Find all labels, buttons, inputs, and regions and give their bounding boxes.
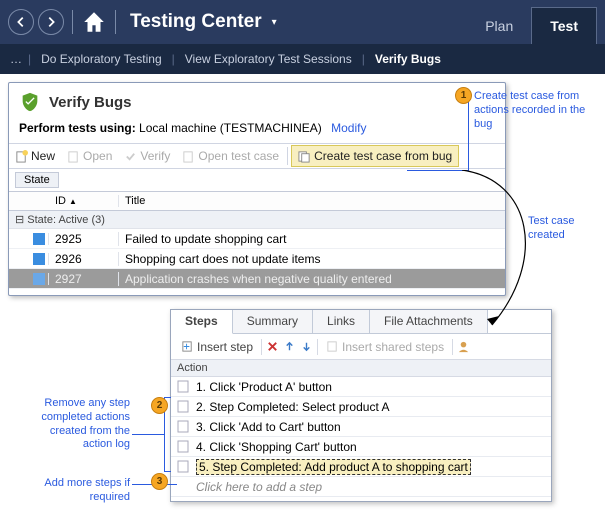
step-row[interactable]: 3. Click 'Add to Cart' button <box>171 417 551 437</box>
callout-badge-3: 3 <box>151 473 168 490</box>
tab-links[interactable]: Links <box>313 310 370 333</box>
app-title: Testing Center <box>130 11 262 33</box>
separator <box>72 10 73 34</box>
callout-badge-1: 1 <box>455 87 472 104</box>
separator <box>115 10 116 34</box>
chevron-down-icon[interactable]: ▾ <box>272 17 277 28</box>
verify-icon <box>19 91 41 113</box>
move-up-icon[interactable] <box>283 340 296 353</box>
insert-step-button[interactable]: Insert step <box>177 340 257 354</box>
table-row[interactable]: 2926 Shopping cart does not update items <box>9 249 505 269</box>
tab-summary[interactable]: Summary <box>233 310 313 333</box>
callout-badge-2: 2 <box>151 397 168 414</box>
action-header: Action <box>171 360 551 377</box>
state-filter[interactable]: State <box>15 172 59 188</box>
arrow-icon <box>452 170 562 340</box>
modify-link[interactable]: Modify <box>331 121 366 135</box>
connector-line <box>132 434 164 435</box>
back-button[interactable] <box>8 9 34 35</box>
table-row[interactable]: 2925 Failed to update shopping cart <box>9 229 505 249</box>
open-test-case-button[interactable]: Open test case <box>176 144 285 168</box>
verify-button[interactable]: Verify <box>118 144 176 168</box>
home-button[interactable] <box>81 9 107 35</box>
col-id[interactable]: ID <box>55 195 66 207</box>
sub-item-verify[interactable]: Verify Bugs <box>365 52 451 66</box>
perform-label: Perform tests using: <box>19 121 136 135</box>
connector-line <box>468 96 469 171</box>
group-row[interactable]: ⊟ State: Active (3) <box>9 211 505 229</box>
delete-icon[interactable] <box>266 340 279 353</box>
open-button[interactable]: Open <box>61 144 118 168</box>
step-row-selected[interactable]: 5. Step Completed: Add product A to shop… <box>171 457 551 477</box>
col-title[interactable]: Title <box>119 195 505 207</box>
add-step-row[interactable]: Click here to add a step <box>171 477 551 497</box>
callout-text-2: Remove any step completed actions create… <box>18 397 130 452</box>
toolbar: New Open Verify Open test case Create te… <box>9 143 505 169</box>
callout-text-1: Create test case from actions recorded i… <box>474 90 599 131</box>
sub-item-sessions[interactable]: View Exploratory Test Sessions <box>175 52 362 66</box>
step-row[interactable]: 1. Click 'Product A' button <box>171 377 551 397</box>
panel-title: Verify Bugs <box>49 94 132 111</box>
tab-plan[interactable]: Plan <box>467 8 531 44</box>
grid-header: ID ▲ Title <box>9 191 505 211</box>
perform-value: Local machine (TESTMACHINEA) <box>139 121 322 135</box>
app-header: Testing Center ▾ Plan Test <box>0 0 605 44</box>
callout-text-3: Add more steps if required <box>32 477 130 505</box>
forward-button[interactable] <box>38 9 64 35</box>
tab-test[interactable]: Test <box>531 7 597 44</box>
insert-shared-button[interactable]: Insert shared steps <box>322 340 448 354</box>
step-row[interactable]: 4. Click 'Shopping Cart' button <box>171 437 551 457</box>
sub-nav: … | Do Exploratory Testing | View Explor… <box>0 44 605 74</box>
new-button[interactable]: New <box>9 144 61 168</box>
step-row[interactable]: 2. Step Completed: Select product A <box>171 397 551 417</box>
sub-ellipsis[interactable]: … <box>8 52 28 66</box>
user-icon[interactable] <box>457 340 470 353</box>
table-row-selected[interactable]: 2927 Application crashes when negative q… <box>9 269 505 289</box>
tab-steps[interactable]: Steps <box>171 310 233 334</box>
create-from-bug-button[interactable]: Create test case from bug <box>291 145 459 167</box>
move-down-icon[interactable] <box>300 340 313 353</box>
sub-item-exploratory[interactable]: Do Exploratory Testing <box>31 52 172 66</box>
verify-bugs-panel: Verify Bugs Perform tests using: Local m… <box>8 82 506 296</box>
